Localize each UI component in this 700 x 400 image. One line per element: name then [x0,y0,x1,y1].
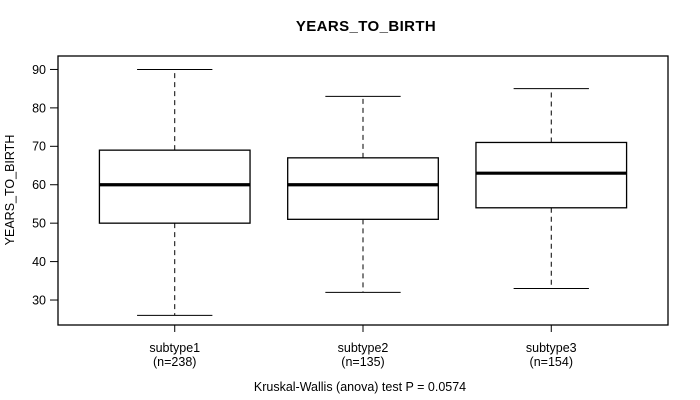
iqr-box [475,141,628,209]
boxplot-group-subtype3: subtype3(n=154) [475,88,628,369]
group-sublabel: (n=135) [341,355,384,369]
y-tick-label: 90 [32,63,46,77]
y-tick-label: 30 [32,293,46,307]
plot-area: 30405060708090subtype1(n=238)subtype2(n=… [32,63,628,369]
group-sublabel: (n=238) [153,355,196,369]
chart-title: YEARS_TO_BIRTH [296,18,436,35]
group-sublabel: (n=154) [530,355,573,369]
y-tick-label: 60 [32,178,46,192]
group-label: subtype1 [149,341,200,355]
y-tick-label: 80 [32,101,46,115]
boxplot-group-subtype2: subtype2(n=135) [287,95,439,369]
y-tick-label: 40 [32,255,46,269]
iqr-box [98,149,251,224]
boxplot-group-subtype1: subtype1(n=238) [98,68,251,369]
y-axis-label: YEARS_TO_BIRTH [3,135,17,246]
group-label: subtype2 [338,341,389,355]
group-label: subtype3 [526,341,577,355]
y-tick-label: 70 [32,140,46,154]
caption-kruskal-wallis: Kruskal-Wallis (anova) test P = 0.0574 [254,380,466,394]
y-tick-label: 50 [32,217,46,231]
iqr-box [287,157,439,220]
